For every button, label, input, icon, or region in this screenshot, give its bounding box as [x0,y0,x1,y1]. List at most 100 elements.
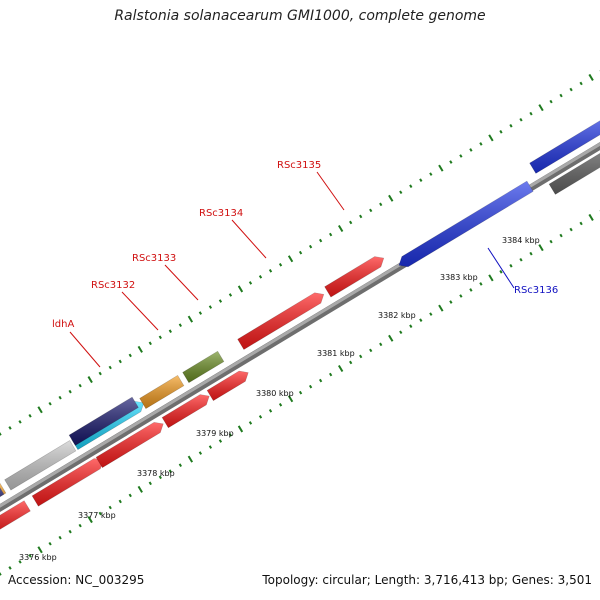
gene-red-lower-5-shading [207,371,249,401]
scale-label-3380: 3380 kbp [256,389,294,398]
inner-tick [337,364,344,373]
inner-tick [237,425,244,433]
outer-tick [559,93,563,98]
outer-tick [579,81,583,86]
outer-tick [359,214,363,219]
inner-tick [268,409,273,413]
outer-tick [18,420,22,424]
gene-ldhA-outline-shading [69,397,139,446]
inner-tick [68,529,72,534]
outer-tick [78,383,82,388]
outer-tick [588,73,594,81]
scale-label-3377: 3377 kbp [78,511,116,520]
outer-tick [399,190,403,195]
outer-tick [337,224,344,233]
gene-RSc3136-shading [399,181,534,267]
inner-tick [178,463,182,467]
inner-tick [48,541,52,546]
gene-labels: ldhA RSc3132 RSc3133 RSc3134 RSc3135 RSc… [52,160,558,330]
inner-tick [98,511,102,516]
gene-label-RSc3134[interactable]: RSc3134 [199,208,243,219]
outer-tick [519,117,523,122]
outer-tick [108,365,112,370]
accession-text: Accession: NC_003295 [8,573,145,587]
outer-tick [218,299,223,303]
outer-tick [228,293,233,297]
inner-tick [388,334,394,342]
inner-tick [569,227,573,232]
gene-label-RSc3135[interactable]: RSc3135 [277,160,321,171]
outer-tick [488,134,494,142]
inner-tick [538,244,544,252]
outer-tick [509,123,513,128]
inner-tick [0,572,2,576]
scale-label-3384: 3384 kbp [502,236,540,245]
outer-tick [118,359,122,364]
leader-RSc3133 [164,264,199,301]
inner-tick [449,300,453,304]
outer-tick [287,255,294,263]
outer-tick [68,389,72,394]
outer-tick [529,111,533,116]
inner-tick [137,485,143,493]
outer-tick [278,262,283,267]
genome-summary-text: Topology: circular; Length: 3,716,413 bp… [262,573,592,587]
gene-RSc3133-shading [182,351,224,383]
scale-labels: 3376 kbp 3377 kbp 3378 kbp 3379 kbp 3380… [19,236,540,562]
outer-tick [538,104,544,112]
outer-tick [419,178,423,182]
gene-grey-1-shading [4,440,76,491]
gene-RSc3135-shading [324,256,384,298]
outer-tick [0,432,2,436]
inner-tick [459,294,463,298]
outer-tick [388,194,394,202]
genome-backbone [0,142,600,508]
inner-tick [479,282,483,286]
outer-tick [479,142,483,146]
outer-tick [187,315,194,323]
gene-navy-left-shading [0,487,4,497]
gene-label-RSc3132[interactable]: RSc3132 [91,280,135,291]
inner-tick [419,318,423,322]
inner-tick [87,516,93,524]
outer-tick-track [0,70,600,436]
inner-tick [509,263,513,268]
inner-tick [58,535,62,540]
inner-tick [118,499,122,504]
gene-RSc3134-shading [237,292,324,350]
outer-tick [158,335,162,340]
inner-tick [208,445,213,449]
gene-label-ldhA[interactable]: ldhA [52,319,74,330]
outer-tick [318,238,323,243]
inner-tick [187,455,194,463]
inner-tick [298,390,303,395]
gene-label-RSc3136[interactable]: RSc3136 [514,285,558,296]
outer-tick [37,406,43,414]
inner-tick [148,481,152,486]
scale-label-3383: 3383 kbp [440,273,478,282]
outer-tick [449,160,453,164]
leader-ldhA [69,331,101,368]
outer-tick [178,323,182,327]
leader-RSc3132 [121,291,159,331]
gene-darkgrey-right-shading [549,153,600,195]
inner-tick [438,304,444,312]
outer-tick [429,172,433,176]
outer-tick [349,220,353,225]
inner-tick [287,395,294,403]
inner-tick [218,439,223,443]
outer-tick [208,305,213,309]
gene-label-RSc3133[interactable]: RSc3133 [132,253,176,264]
outer-tick [438,164,444,172]
outer-tick [268,269,273,273]
gene-blue-right-shading [529,120,600,174]
outer-tick [28,414,32,418]
inner-tick [429,312,433,316]
outer-tick [98,371,102,376]
inner-tick [329,372,333,377]
inner-tick [158,475,162,480]
outer-tick [8,426,12,430]
gene-red-lower-4-shading [162,394,210,428]
